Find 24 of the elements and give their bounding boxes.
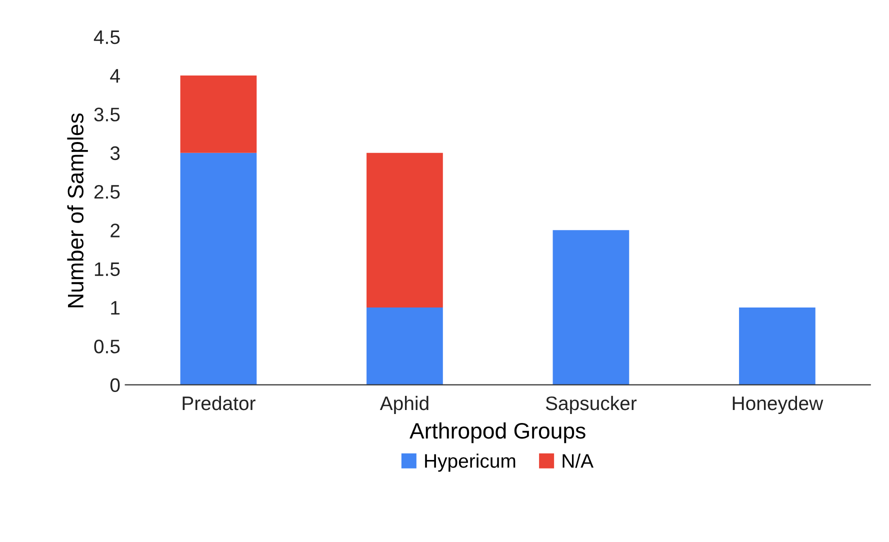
- bar: [180, 76, 257, 153]
- x-axis-title: Arthropod Groups: [410, 422, 586, 444]
- y-tick-label: 3: [110, 146, 120, 160]
- y-tick-label: 2.5: [94, 184, 120, 199]
- bar: [366, 307, 443, 385]
- y-tick-label: 4: [110, 69, 120, 83]
- bar: [739, 307, 816, 385]
- y-tick-label: 4.5: [94, 30, 120, 44]
- x-tick-label: Honeydew: [732, 396, 824, 414]
- x-tick-label: Sapsucker: [546, 396, 637, 414]
- y-tick-label: 2: [110, 224, 120, 238]
- y-axis-title: Number of Samples: [67, 113, 88, 308]
- x-tick-label: Aphid: [380, 396, 428, 414]
- y-tick-label: 0.5: [94, 340, 120, 354]
- legend-label: Hypericum: [425, 454, 516, 472]
- y-tick-label: 0: [110, 378, 120, 392]
- bar: [552, 230, 630, 385]
- y-tick-label: 3.5: [94, 108, 120, 122]
- legend-label: N/A: [562, 454, 594, 468]
- x-tick-label: Predator: [182, 396, 256, 410]
- bar: [180, 152, 257, 385]
- bar: [366, 152, 443, 308]
- y-tick-label: 1.5: [94, 262, 120, 276]
- y-tick-label: 1: [111, 301, 120, 315]
